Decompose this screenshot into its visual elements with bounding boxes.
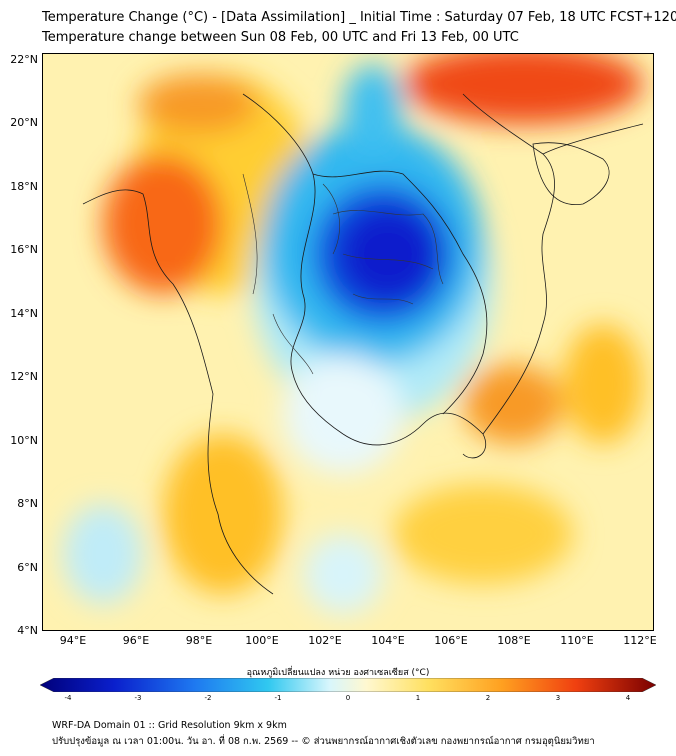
lat-label-20: 20°N [10, 116, 38, 129]
hot-region-northeast [403, 54, 643, 124]
lon-label-94: 94°E [59, 634, 87, 647]
temperature-change-map[interactable] [42, 53, 654, 631]
lat-label-14: 14°N [10, 307, 38, 320]
warm-region-east [563, 324, 643, 444]
colorbar-label-neg4: -4 [64, 694, 72, 702]
lat-label-16: 16°N [10, 243, 38, 256]
lon-label-110: 110°E [560, 634, 594, 647]
warm-region-southsea [393, 484, 573, 584]
cool-region-south [303, 534, 383, 614]
lon-label-108: 108°E [497, 634, 531, 647]
colorbar-label-neg2: -2 [204, 694, 212, 702]
lat-label-18: 18°N [10, 180, 38, 193]
colorbar-label-3: 3 [555, 694, 561, 702]
lon-label-102: 102°E [308, 634, 342, 647]
lon-label-100: 100°E [245, 634, 279, 647]
lon-label-112: 112°E [623, 634, 657, 647]
coastlines [82, 93, 644, 595]
warm-region-north [138, 74, 258, 134]
map-title: Temperature Change (°C) - [Data Assimila… [42, 10, 676, 25]
footer-credit: ปรับปรุงข้อมูล ณ เวลา 01:00น. วัน อา. ที… [52, 736, 595, 747]
colorbar-title: อุณหภูมิเปลี่ยนแปลง หน่วย องศาเซลเซียส (… [246, 668, 430, 678]
lat-label-4: 4°N [17, 624, 38, 637]
colorbar [40, 678, 656, 692]
colorbar-label-neg3: -3 [134, 694, 142, 702]
warm-region-southeast [463, 364, 563, 444]
lat-label-10: 10°N [10, 434, 38, 447]
lat-label-22: 22°N [10, 53, 38, 66]
lon-label-106: 106°E [434, 634, 468, 647]
colorbar-label-2: 2 [485, 694, 491, 702]
map-canvas [43, 54, 653, 630]
cool-region-gulf [283, 354, 403, 474]
warm-region-south [163, 434, 283, 594]
map-subtitle: Temperature change between Sun 08 Feb, 0… [42, 30, 519, 45]
footer-model-info: WRF-DA Domain 01 :: Grid Resolution 9km … [52, 720, 287, 731]
hot-region-myanmar [103, 154, 223, 294]
colorbar-label-1: 1 [415, 694, 421, 702]
colorbar-label-4: 4 [625, 694, 631, 702]
colorbar-label-0: 0 [345, 694, 351, 702]
lon-label-98: 98°E [185, 634, 213, 647]
lat-label-6: 6°N [17, 561, 38, 574]
cool-region-north-tongue [343, 64, 403, 154]
province-borders [242, 173, 444, 375]
lat-label-8: 8°N [17, 497, 38, 510]
colorbar-label-neg1: -1 [274, 694, 282, 702]
cool-region-southwest [63, 504, 143, 604]
lon-label-104: 104°E [371, 634, 405, 647]
lat-label-12: 12°N [10, 370, 38, 383]
temperature-field [63, 54, 643, 614]
colorbar-fill [40, 678, 656, 692]
lon-label-96: 96°E [122, 634, 150, 647]
cold-core [338, 206, 438, 302]
